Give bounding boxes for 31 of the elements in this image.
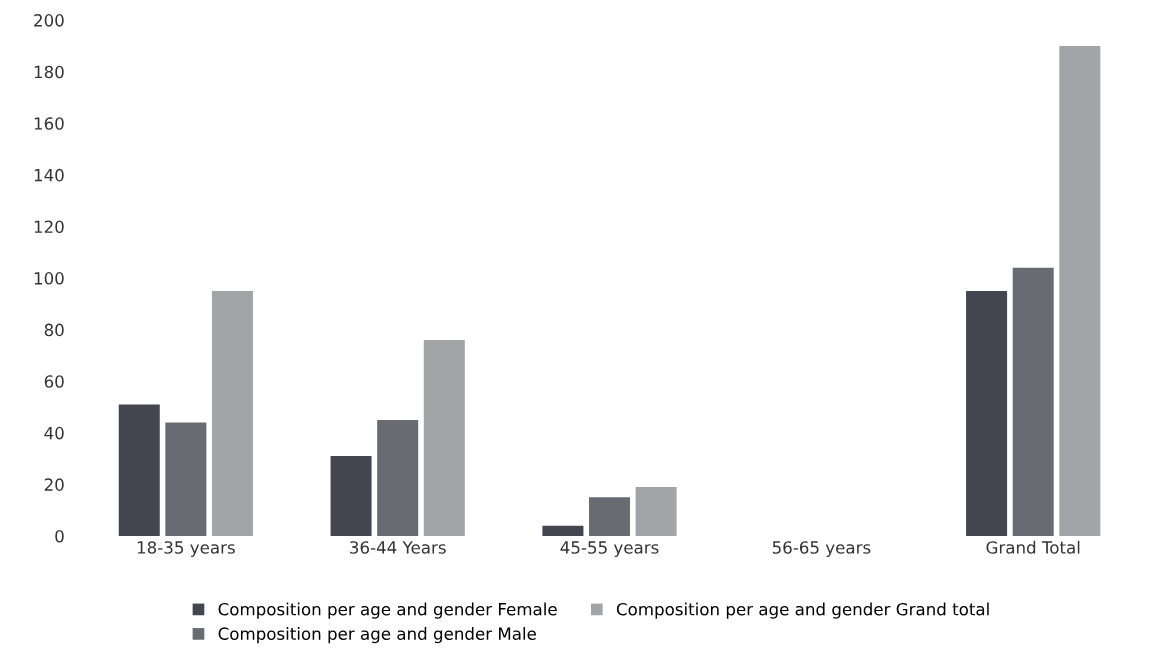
bar — [1059, 45, 1101, 536]
y-tick-label: 200 — [34, 14, 64, 27]
bar — [423, 339, 465, 536]
y-tick-label: 20 — [44, 478, 64, 491]
legend-label: Composition per age and gender Female — [218, 602, 557, 619]
y-tick-label: 160 — [34, 117, 64, 130]
y-tick-label: 140 — [34, 168, 64, 182]
y-tick-label: 120 — [34, 220, 64, 234]
x-tick-label: Grand Total — [986, 540, 1080, 554]
y-tick-label: 80 — [44, 323, 64, 337]
bar — [966, 290, 1008, 536]
y-tick-label: 180 — [34, 65, 64, 79]
bar — [377, 419, 419, 536]
y-tick-label: 60 — [44, 375, 64, 388]
bar — [165, 422, 207, 536]
y-tick-label: 100 — [34, 272, 64, 285]
bar — [1012, 267, 1054, 536]
bar — [211, 290, 253, 536]
x-tick-label: 56-65 years — [772, 541, 871, 557]
bar — [635, 486, 677, 536]
legend-label: Composition per age and gender Grand total — [616, 602, 989, 619]
y-tick-label: 40 — [44, 426, 64, 440]
x-tick-label: 36-44 Years — [350, 541, 446, 554]
bar — [118, 404, 160, 536]
y-tick-label: 0 — [55, 529, 64, 543]
x-tick-label: 45-55 years — [560, 541, 659, 557]
legend-label: Composition per age and gender Male — [218, 627, 536, 644]
bar — [542, 525, 584, 536]
bar — [589, 497, 631, 536]
x-tick-label: 18-35 years — [137, 541, 235, 557]
bar — [330, 456, 372, 536]
